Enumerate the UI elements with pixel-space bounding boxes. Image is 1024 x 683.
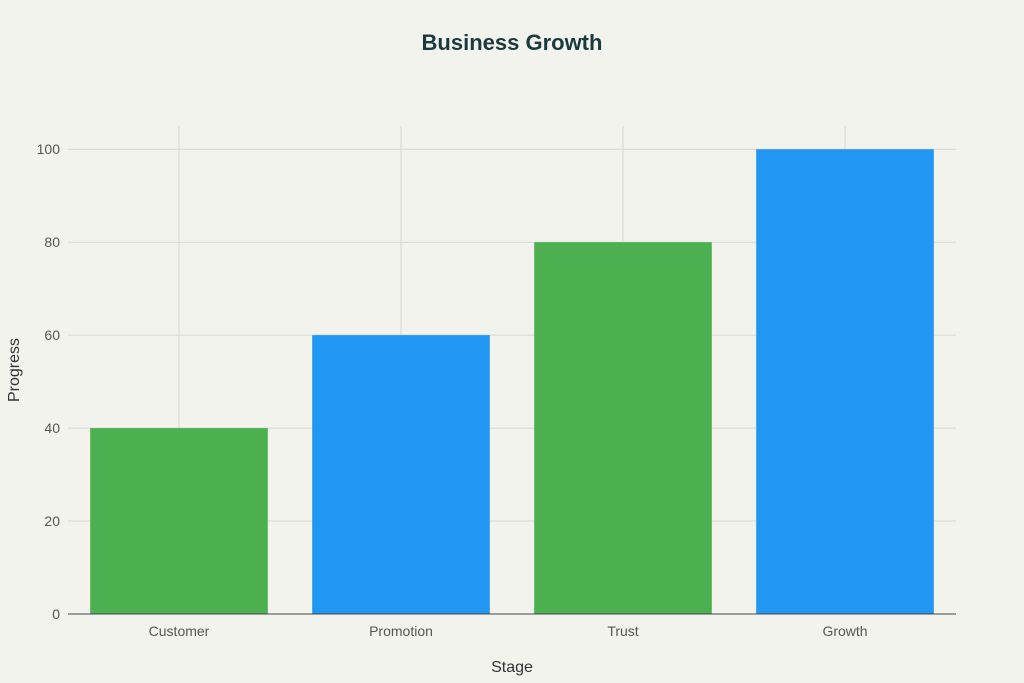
y-axis-label: Progress [6, 338, 23, 402]
chart-title: Business Growth [422, 30, 603, 55]
y-tick-label: 20 [44, 513, 60, 529]
bar-promotion [312, 335, 490, 614]
y-tick-label: 40 [44, 420, 60, 436]
y-axis-ticks: 0 20 40 60 80 100 [37, 141, 61, 622]
x-tick-label: Promotion [369, 623, 433, 639]
bar-customer [90, 428, 268, 614]
y-tick-label: 80 [44, 234, 60, 250]
x-axis-label: Stage [491, 659, 533, 676]
bar-growth [756, 149, 934, 614]
y-tick-label: 60 [44, 327, 60, 343]
bar-trust [534, 242, 712, 614]
x-tick-label: Customer [149, 623, 210, 639]
bars [90, 149, 934, 614]
x-tick-label: Trust [607, 623, 638, 639]
y-tick-label: 0 [52, 606, 60, 622]
x-tick-label: Growth [822, 623, 867, 639]
y-tick-label: 100 [37, 141, 61, 157]
x-axis-ticks: Customer Promotion Trust Growth [149, 623, 868, 639]
